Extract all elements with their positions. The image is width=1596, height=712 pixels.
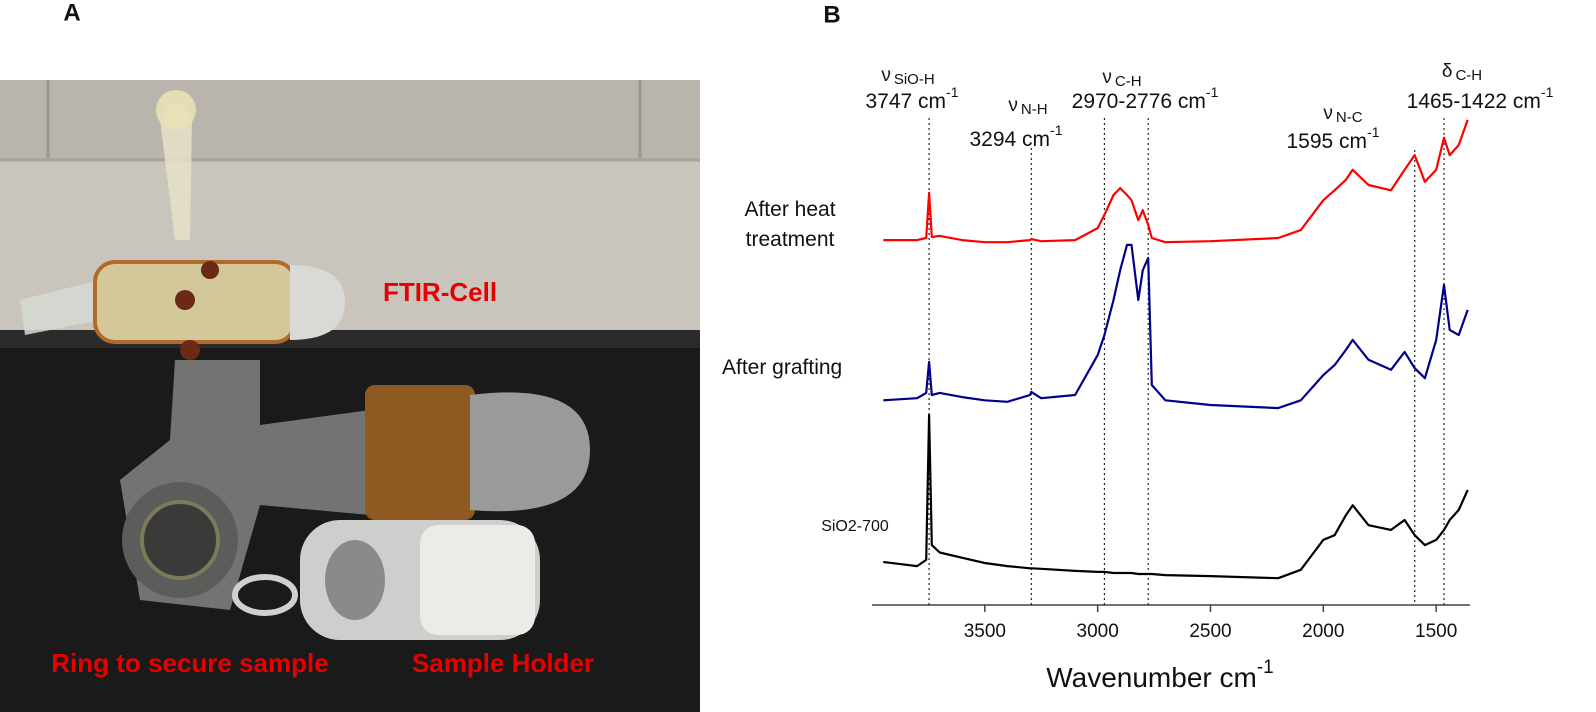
x-tick-label: 2000	[1302, 621, 1344, 642]
band-group: C-H	[1115, 73, 1142, 90]
photo-annotation: Sample Holder	[412, 648, 594, 678]
band-position-text: 3294 cm	[970, 128, 1051, 151]
spectrum-line	[883, 119, 1469, 244]
x-axis-title-exponent: -1	[1257, 657, 1274, 678]
band-position: 1465-1422 cm-1	[1407, 84, 1554, 113]
series-label: After grafting	[722, 356, 843, 379]
band-position-text: 1465-1422 cm	[1407, 90, 1541, 113]
band-exponent: -1	[1367, 124, 1380, 140]
band-assignment: ν N-H	[1008, 95, 1047, 118]
band-symbol: ν	[1008, 95, 1018, 116]
band-assignment: ν N-C	[1323, 103, 1362, 126]
band-position: 3747 cm-1	[866, 84, 959, 113]
band-symbol: ν	[1102, 67, 1112, 88]
spectrum-line	[883, 243, 1469, 410]
band-group: C-H	[1455, 67, 1482, 84]
photo: FTIR-Cell Ring to secure sample Sample H…	[0, 80, 700, 712]
spectrum-line	[883, 413, 1469, 580]
photo-annotation: Ring to secure sample	[51, 648, 328, 678]
panel-label: A	[63, 0, 80, 26]
photo-annotation: FTIR-Cell	[383, 277, 497, 307]
band-position: 3294 cm-1	[970, 122, 1063, 151]
x-axis-title: Wavenumber cm-1	[1046, 657, 1273, 693]
band-group: N-C	[1336, 109, 1363, 126]
band-group: SiO-H	[894, 71, 935, 88]
band-position-text: 2970-2776 cm	[1072, 90, 1206, 113]
band-exponent: -1	[946, 84, 959, 100]
band-group: N-H	[1021, 101, 1048, 118]
band-exponent: -1	[1206, 84, 1219, 100]
band-exponent: -1	[1050, 122, 1063, 138]
band-symbol: δ	[1442, 61, 1453, 82]
series-label: SiO2-700	[821, 518, 889, 535]
band-exponent: -1	[1541, 84, 1554, 100]
band-assignment: ν SiO-H	[881, 65, 934, 88]
band-position-text: 3747 cm	[866, 90, 947, 113]
x-tick-label: 3000	[1077, 621, 1119, 642]
band-symbol: ν	[1323, 103, 1333, 124]
x-tick-label: 2500	[1189, 621, 1231, 642]
band-position: 2970-2776 cm-1	[1072, 84, 1219, 113]
x-tick-label: 3500	[964, 621, 1006, 642]
band-assignment: δ C-H	[1442, 61, 1482, 84]
band-assignment: ν C-H	[1102, 67, 1141, 90]
band-position-text: 1595 cm	[1287, 130, 1368, 153]
band-symbol: ν	[881, 65, 891, 86]
band-position: 1595 cm-1	[1287, 124, 1380, 153]
x-tick-label: 1500	[1415, 621, 1457, 642]
series-label: After heat treatment	[744, 198, 836, 251]
x-axis-title-text: Wavenumber cm	[1046, 662, 1257, 693]
panel-label: B	[823, 1, 840, 28]
